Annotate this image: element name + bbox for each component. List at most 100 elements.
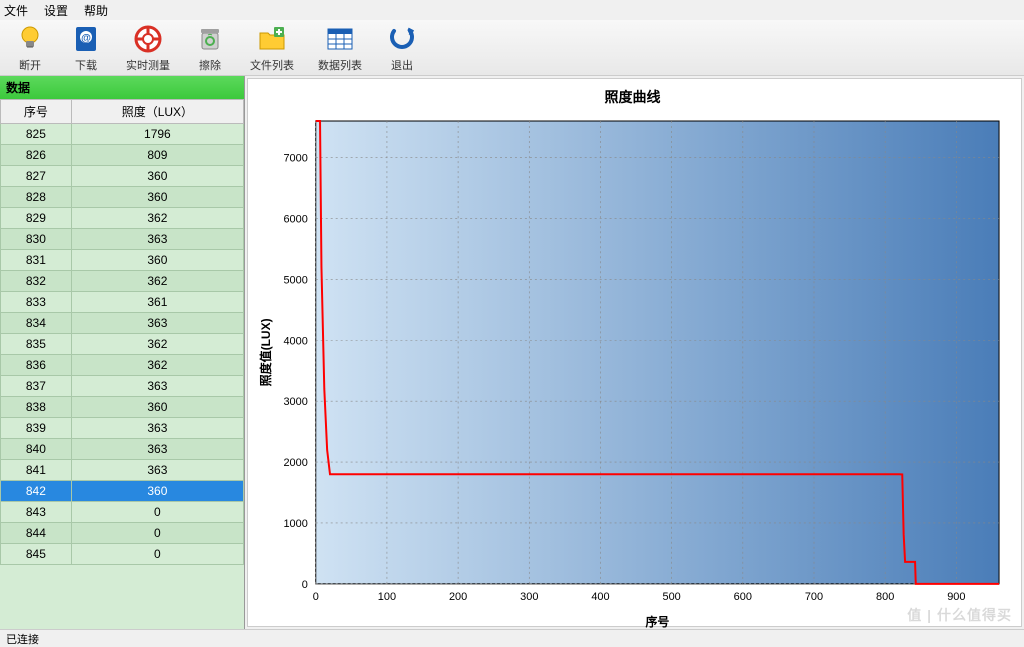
cell-seq: 831 [1,250,72,271]
table-scroll[interactable]: 序号 照度（LUX） 82517968268098273608283608293… [0,99,244,629]
disconnect-button[interactable]: 断开 [8,21,52,75]
cell-seq: 838 [1,397,72,418]
status-text: 已连接 [6,631,39,647]
table-row[interactable]: 827360 [1,166,244,187]
svg-text:6000: 6000 [283,213,307,225]
lifesaver-icon [132,23,164,55]
cell-lux: 360 [71,481,243,502]
cell-lux: 362 [71,355,243,376]
realtime-label: 实时测量 [126,57,170,73]
svg-text:700: 700 [805,591,823,603]
svg-text:0: 0 [313,591,319,603]
table-row[interactable]: 837363 [1,376,244,397]
cell-lux: 362 [71,334,243,355]
datalist-button[interactable]: 数据列表 [312,21,368,75]
svg-text:1000: 1000 [283,518,307,530]
table-row[interactable]: 833361 [1,292,244,313]
cell-lux: 362 [71,208,243,229]
cell-lux: 363 [71,313,243,334]
svg-text:照度值(LUX): 照度值(LUX) [258,318,273,386]
realtime-button[interactable]: 实时测量 [120,21,176,75]
chart-title: 照度曲线 [605,87,661,107]
cell-lux: 360 [71,166,243,187]
panel-header: 数据 [0,76,244,99]
cell-seq: 839 [1,418,72,439]
svg-text:@: @ [81,33,91,44]
table-row[interactable]: 8251796 [1,124,244,145]
download-button[interactable]: @ 下载 [64,21,108,75]
cell-seq: 842 [1,481,72,502]
svg-text:7000: 7000 [283,153,307,165]
download-icon: @ [70,23,102,55]
table-row[interactable]: 831360 [1,250,244,271]
cell-lux: 363 [71,229,243,250]
svg-text:500: 500 [663,591,681,603]
cell-lux: 1796 [71,124,243,145]
cell-lux: 0 [71,502,243,523]
svg-text:2000: 2000 [283,457,307,469]
cell-seq: 843 [1,502,72,523]
svg-text:600: 600 [734,591,752,603]
svg-text:100: 100 [378,591,396,603]
exit-button[interactable]: 退出 [380,21,424,75]
cell-lux: 363 [71,460,243,481]
col-seq[interactable]: 序号 [1,100,72,124]
cell-seq: 834 [1,313,72,334]
filelist-label: 文件列表 [250,57,294,73]
table-row[interactable]: 842360 [1,481,244,502]
lightbulb-icon [14,23,46,55]
clear-button[interactable]: 擦除 [188,21,232,75]
folder-plus-icon [256,23,288,55]
exit-label: 退出 [391,57,413,73]
table-icon [324,23,356,55]
table-row[interactable]: 836362 [1,355,244,376]
menu-help[interactable]: 帮助 [84,2,108,19]
filelist-button[interactable]: 文件列表 [244,21,300,75]
cell-lux: 362 [71,271,243,292]
cell-lux: 0 [71,544,243,565]
table-row[interactable]: 829362 [1,208,244,229]
cell-seq: 830 [1,229,72,250]
cell-lux: 360 [71,397,243,418]
table-row[interactable]: 838360 [1,397,244,418]
table-row[interactable]: 8440 [1,523,244,544]
table-row[interactable]: 840363 [1,439,244,460]
cell-lux: 361 [71,292,243,313]
svg-text:900: 900 [947,591,965,603]
table-row[interactable]: 8430 [1,502,244,523]
table-row[interactable]: 835362 [1,334,244,355]
cell-seq: 841 [1,460,72,481]
table-row[interactable]: 8450 [1,544,244,565]
cell-seq: 825 [1,124,72,145]
svg-text:400: 400 [591,591,609,603]
data-table: 序号 照度（LUX） 82517968268098273608283608293… [0,99,244,565]
toolbar: 断开 @ 下载 实时测量 擦除 文件列表 数据列表 退出 [0,20,1024,76]
table-row[interactable]: 832362 [1,271,244,292]
svg-text:5000: 5000 [283,274,307,286]
svg-text:800: 800 [876,591,894,603]
cell-lux: 363 [71,418,243,439]
svg-text:4000: 4000 [283,335,307,347]
table-row[interactable]: 834363 [1,313,244,334]
cell-seq: 845 [1,544,72,565]
menu-settings[interactable]: 设置 [44,2,68,19]
cell-seq: 836 [1,355,72,376]
table-row[interactable]: 828360 [1,187,244,208]
cell-lux: 363 [71,439,243,460]
menu-file[interactable]: 文件 [4,2,28,19]
datalist-label: 数据列表 [318,57,362,73]
cell-lux: 360 [71,187,243,208]
table-row[interactable]: 839363 [1,418,244,439]
table-row[interactable]: 841363 [1,460,244,481]
cell-seq: 837 [1,376,72,397]
exit-icon [386,23,418,55]
table-row[interactable]: 826809 [1,145,244,166]
svg-text:0: 0 [302,579,308,591]
data-panel: 数据 序号 照度（LUX） 82517968268098273608283608… [0,76,245,629]
cell-lux: 0 [71,523,243,544]
col-lux[interactable]: 照度（LUX） [71,100,243,124]
svg-text:3000: 3000 [283,396,307,408]
cell-seq: 833 [1,292,72,313]
clear-label: 擦除 [199,57,221,73]
table-row[interactable]: 830363 [1,229,244,250]
